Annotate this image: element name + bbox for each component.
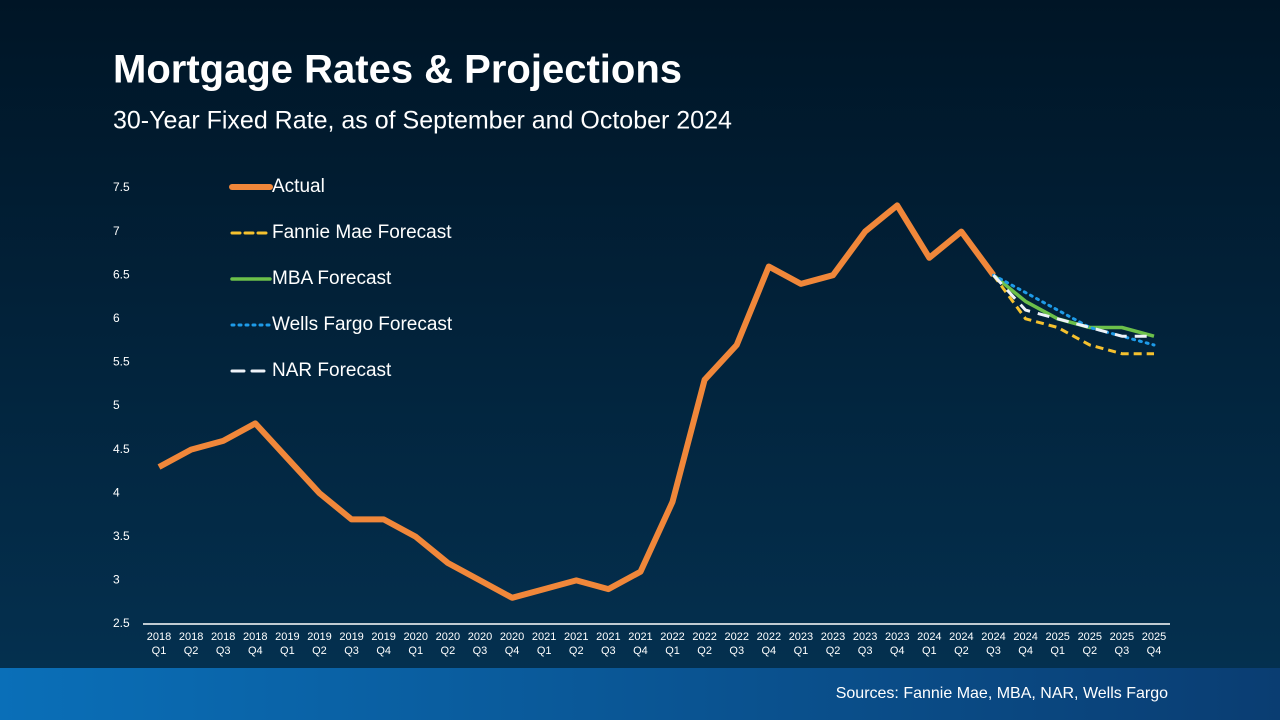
x-tick-label: Q2 <box>826 645 841 657</box>
x-tick-label: Q3 <box>858 645 873 657</box>
legend-label: Fannie Mae Forecast <box>272 222 452 243</box>
x-tick-label: 2024 <box>917 631 941 643</box>
y-tick-label: 5.5 <box>113 355 130 369</box>
y-tick-label: 3 <box>113 573 120 587</box>
x-tick-label: Q3 <box>601 645 616 657</box>
x-tick-label: 2020 <box>436 631 460 643</box>
x-tick-label: Q2 <box>1082 645 1097 657</box>
x-tick-label: 2019 <box>371 631 395 643</box>
x-tick-label: 2021 <box>564 631 588 643</box>
x-tick-label: Q4 <box>248 645 263 657</box>
x-tick-label: 2021 <box>596 631 620 643</box>
x-tick-label: Q3 <box>986 645 1001 657</box>
x-tick-label: 2023 <box>885 631 909 643</box>
chart-title: Mortgage Rates & Projections <box>113 48 682 92</box>
x-tick-label: Q1 <box>537 645 552 657</box>
x-tick-label: Q1 <box>794 645 809 657</box>
x-tick-label: 2025 <box>1045 631 1069 643</box>
footer-band <box>0 668 1280 720</box>
x-tick-label: 2021 <box>628 631 652 643</box>
y-tick-label: 4.5 <box>113 442 130 456</box>
x-tick-label: Q4 <box>505 645 520 657</box>
x-tick-label: Q3 <box>216 645 231 657</box>
y-tick-label: 2.5 <box>113 616 130 630</box>
y-tick-label: 6.5 <box>113 267 130 281</box>
x-tick-label: Q2 <box>697 645 712 657</box>
y-tick-label: 7.5 <box>113 180 130 194</box>
x-tick-label: 2025 <box>1142 631 1166 643</box>
x-tick-label: 2024 <box>949 631 973 643</box>
series-line <box>992 274 1154 356</box>
x-tick-label: Q2 <box>954 645 969 657</box>
x-tick-label: Q4 <box>761 645 776 657</box>
y-tick-label: 4 <box>113 485 120 499</box>
x-tick-label: 2024 <box>981 631 1005 643</box>
x-tick-label: 2020 <box>404 631 428 643</box>
legend-label: NAR Forecast <box>272 360 392 381</box>
legend-label: Wells Fargo Forecast <box>272 314 453 335</box>
chart-subtitle: 30-Year Fixed Rate, as of September and … <box>113 107 732 135</box>
x-tick-label: 2022 <box>692 631 716 643</box>
x-tick-label: Q1 <box>408 645 423 657</box>
x-tick-label: Q2 <box>184 645 199 657</box>
x-tick-label: Q1 <box>152 645 167 657</box>
x-tick-label: Q4 <box>376 645 391 657</box>
x-tick-label: 2025 <box>1078 631 1102 643</box>
x-tick-label: Q1 <box>665 645 680 657</box>
x-tick-label: Q4 <box>1147 645 1162 657</box>
x-tick-label: Q1 <box>280 645 295 657</box>
legend-label: Actual <box>272 176 325 197</box>
x-tick-label: Q4 <box>1018 645 1033 657</box>
x-tick-label: 2018 <box>179 631 203 643</box>
x-tick-label: Q2 <box>569 645 584 657</box>
x-tick-label: 2020 <box>500 631 524 643</box>
series-line <box>992 273 1156 347</box>
legend-label: MBA Forecast <box>272 268 392 289</box>
x-tick-label: Q4 <box>633 645 648 657</box>
source-note: Sources: Fannie Mae, MBA, NAR, Wells Far… <box>836 685 1168 702</box>
x-tick-label: Q4 <box>890 645 905 657</box>
y-tick-label: 3.5 <box>113 529 130 543</box>
x-tick-label: 2019 <box>307 631 331 643</box>
x-tick-label: 2019 <box>275 631 299 643</box>
y-tick-label: 7 <box>113 224 120 238</box>
series-line <box>992 273 1155 338</box>
x-tick-label: Q2 <box>441 645 456 657</box>
x-tick-label: Q3 <box>473 645 488 657</box>
x-tick-label: 2018 <box>211 631 235 643</box>
x-tick-label: 2018 <box>243 631 267 643</box>
x-tick-label: 2023 <box>821 631 845 643</box>
x-tick-label: 2022 <box>757 631 781 643</box>
y-tick-label: 6 <box>113 311 120 325</box>
series-line <box>157 202 996 601</box>
x-tick-label: 2022 <box>660 631 684 643</box>
x-tick-label: Q2 <box>312 645 327 657</box>
x-tick-label: Q3 <box>729 645 744 657</box>
x-tick-label: Q1 <box>922 645 937 657</box>
x-tick-label: 2022 <box>724 631 748 643</box>
x-tick-label: Q3 <box>1115 645 1130 657</box>
y-tick-label: 5 <box>113 398 120 412</box>
x-tick-label: Q3 <box>344 645 359 657</box>
x-tick-label: 2019 <box>339 631 363 643</box>
x-tick-label: 2018 <box>147 631 171 643</box>
x-tick-label: 2024 <box>1013 631 1037 643</box>
x-tick-label: 2023 <box>853 631 877 643</box>
x-tick-label: Q1 <box>1050 645 1065 657</box>
x-tick-label: 2020 <box>468 631 492 643</box>
x-tick-label: 2025 <box>1110 631 1134 643</box>
x-tick-label: 2021 <box>532 631 556 643</box>
x-tick-label: 2023 <box>789 631 813 643</box>
